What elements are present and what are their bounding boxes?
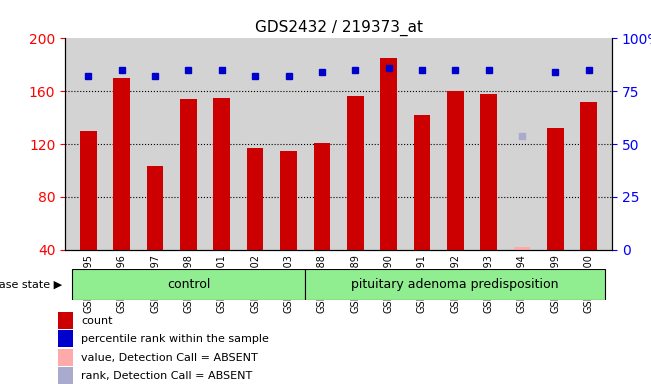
Bar <box>180 99 197 250</box>
Text: disease state ▶: disease state ▶ <box>0 279 62 289</box>
Bar <box>314 143 330 250</box>
Bar <box>580 102 597 250</box>
Bar <box>514 247 531 250</box>
Bar <box>480 94 497 250</box>
Bar <box>547 128 564 250</box>
Bar <box>80 131 97 250</box>
Bar <box>380 58 397 250</box>
Bar <box>214 98 230 250</box>
Bar <box>58 349 73 366</box>
Bar <box>413 115 430 250</box>
Bar <box>280 151 297 250</box>
Text: count: count <box>81 316 113 326</box>
Bar <box>146 166 163 250</box>
Bar <box>58 367 73 384</box>
Bar <box>305 269 605 300</box>
Bar <box>347 96 363 250</box>
Bar <box>447 91 464 250</box>
Bar <box>113 78 130 250</box>
Text: pituitary adenoma predisposition: pituitary adenoma predisposition <box>352 278 559 291</box>
Text: control: control <box>167 278 210 291</box>
Bar <box>247 148 264 250</box>
Title: GDS2432 / 219373_at: GDS2432 / 219373_at <box>255 20 422 36</box>
Bar <box>72 269 305 300</box>
Text: percentile rank within the sample: percentile rank within the sample <box>81 334 270 344</box>
Bar <box>58 312 73 329</box>
Text: rank, Detection Call = ABSENT: rank, Detection Call = ABSENT <box>81 371 253 381</box>
Bar <box>58 330 73 347</box>
Text: value, Detection Call = ABSENT: value, Detection Call = ABSENT <box>81 353 258 363</box>
